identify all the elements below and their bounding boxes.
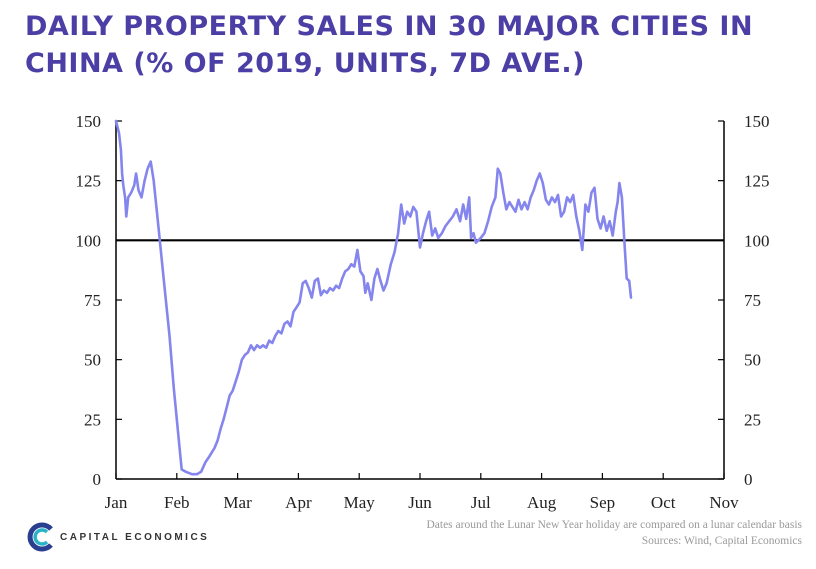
y-axis-right: 0 25 50 75 100 125 150 <box>718 112 770 489</box>
y-tick-label-right: 50 <box>744 351 761 370</box>
x-tick-label: Oct <box>651 493 676 512</box>
x-tick-label: Jul <box>471 493 491 512</box>
x-tick-label: Nov <box>709 493 739 512</box>
capital-economics-logo-icon <box>27 522 53 552</box>
y-tick-label-right: 0 <box>744 470 753 489</box>
y-axis-left: 0 25 50 75 100 125 150 <box>76 112 122 489</box>
y-tick-label-right: 25 <box>744 410 761 429</box>
logo-text: CAPITAL ECONOMICS <box>60 531 210 543</box>
y-tick-label-left: 0 <box>93 470 102 489</box>
x-tick-label: Aug <box>527 493 557 512</box>
y-tick-label-left: 125 <box>76 172 102 191</box>
series-line <box>114 119 633 476</box>
chart-title: DAILY PROPERTY SALES IN 30 MAJOR CITIES … <box>25 11 754 79</box>
sources: Sources: Wind, Capital Economics <box>641 535 802 547</box>
x-tick-label: Jan <box>105 493 128 512</box>
y-tick-label-left: 50 <box>84 351 101 370</box>
y-tick-label-right: 125 <box>744 172 770 191</box>
x-tick-label: May <box>344 493 376 512</box>
y-tick-label-right: 100 <box>744 231 770 250</box>
capital-economics-logo: CAPITAL ECONOMICS <box>26 520 209 554</box>
x-axis: Jan Feb Mar Apr May Jun Jul Aug Sep Oct Nov <box>105 473 739 512</box>
y-tick-label-left: 75 <box>84 291 101 310</box>
footnote: Dates around the Lunar New Year holiday … <box>426 519 802 531</box>
y-tick-label-left: 150 <box>76 112 102 131</box>
y-tick-label-right: 150 <box>744 112 770 131</box>
series-group <box>114 119 633 476</box>
plot-frame <box>115 121 725 480</box>
x-tick-label: Apr <box>285 493 312 512</box>
x-tick-label: Feb <box>164 493 190 512</box>
y-tick-label-left: 100 <box>76 231 102 250</box>
y-tick-label-left: 25 <box>84 410 101 429</box>
y-tick-label-right: 75 <box>744 291 761 310</box>
x-tick-label: Jun <box>408 493 432 512</box>
x-tick-label: Mar <box>223 493 252 512</box>
x-tick-label: Sep <box>590 493 616 512</box>
